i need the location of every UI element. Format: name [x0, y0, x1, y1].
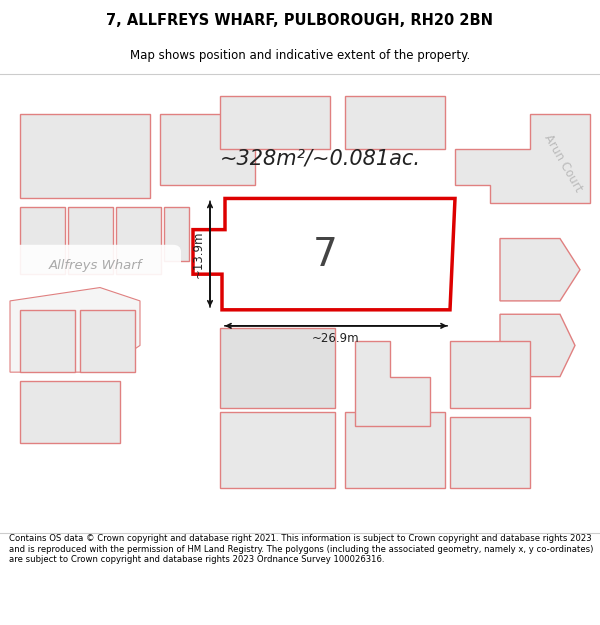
- Bar: [164, 208, 189, 261]
- Bar: [220, 412, 335, 488]
- Text: Contains OS data © Crown copyright and database right 2021. This information is : Contains OS data © Crown copyright and d…: [9, 534, 593, 564]
- Text: Map shows position and indicative extent of the property.: Map shows position and indicative extent…: [130, 49, 470, 62]
- Text: 7, ALLFREYS WHARF, PULBOROUGH, RH20 2BN: 7, ALLFREYS WHARF, PULBOROUGH, RH20 2BN: [107, 13, 493, 28]
- Polygon shape: [500, 239, 580, 301]
- Text: ~328m²/~0.081ac.: ~328m²/~0.081ac.: [220, 148, 421, 168]
- Text: Allfreys Wharf: Allfreys Wharf: [49, 259, 142, 272]
- FancyBboxPatch shape: [10, 245, 181, 286]
- Polygon shape: [193, 199, 455, 310]
- Bar: [20, 381, 120, 443]
- Bar: [80, 310, 135, 372]
- Text: ~26.9m: ~26.9m: [312, 332, 360, 345]
- Text: 7: 7: [313, 236, 337, 274]
- Bar: [20, 208, 65, 274]
- Text: Arun Court: Arun Court: [541, 132, 585, 194]
- Bar: [220, 328, 335, 408]
- Bar: [345, 96, 445, 149]
- Bar: [220, 96, 330, 149]
- Bar: [255, 212, 405, 296]
- Text: ~13.9m: ~13.9m: [191, 231, 205, 278]
- Polygon shape: [355, 341, 430, 426]
- Bar: [116, 208, 161, 274]
- Polygon shape: [500, 314, 575, 377]
- Bar: [20, 310, 75, 372]
- Bar: [160, 114, 255, 185]
- Polygon shape: [10, 288, 140, 372]
- Bar: [20, 114, 150, 199]
- Bar: [450, 341, 530, 408]
- Polygon shape: [455, 114, 590, 203]
- Bar: [68, 208, 113, 274]
- Bar: [345, 412, 445, 488]
- Bar: [450, 417, 530, 488]
